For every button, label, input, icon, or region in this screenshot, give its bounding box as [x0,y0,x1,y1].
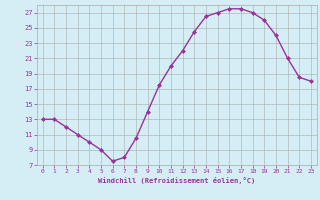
X-axis label: Windchill (Refroidissement éolien,°C): Windchill (Refroidissement éolien,°C) [98,177,255,184]
